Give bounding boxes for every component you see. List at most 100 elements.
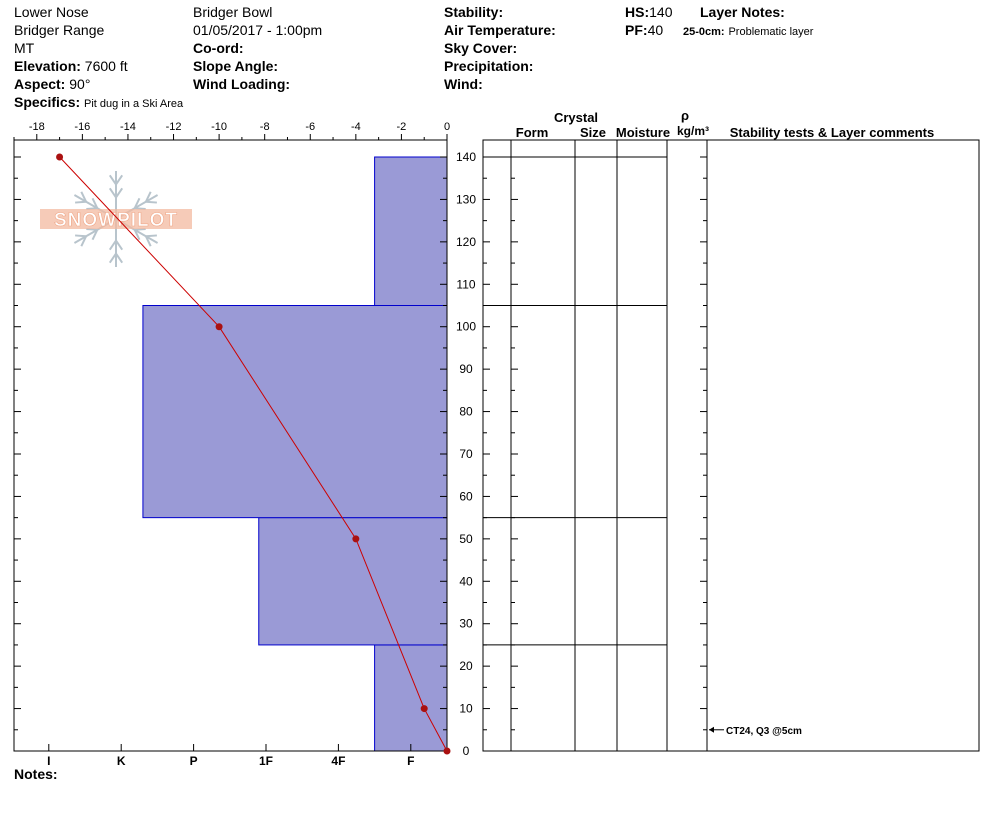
hardness-layer-bar <box>258 517 448 646</box>
flake-branch <box>145 191 152 203</box>
precip-label: Precipitation: <box>444 58 534 74</box>
height-tick-label: 40 <box>459 574 473 588</box>
height-tick-label: 120 <box>456 235 476 249</box>
height-tick-label: 100 <box>456 320 476 334</box>
hs: HS:140 <box>625 3 672 21</box>
flake-branch <box>91 197 99 209</box>
temperature-point <box>420 705 428 713</box>
hardness-label: F <box>407 754 414 768</box>
height-tick-label: 140 <box>456 150 476 164</box>
datetime: 01/05/2017 - 1:00pm <box>193 22 323 38</box>
hs-value: 140 <box>649 4 673 20</box>
layer-notes-label: Layer Notes: <box>700 4 785 20</box>
air-temp-label: Air Temperature: <box>444 22 556 38</box>
hardness-layer-bar <box>374 644 448 752</box>
temperature-point <box>56 153 64 161</box>
height-tick-label: 50 <box>459 532 473 546</box>
aspect: Aspect: 90° <box>14 75 90 93</box>
snowpilot-logo: SNOWPILOT <box>40 171 192 267</box>
hardness-layer-bar <box>142 305 448 519</box>
flake-branch <box>134 207 146 211</box>
arrow-left-icon <box>709 726 714 733</box>
col-stability: Stability tests & Layer comments <box>730 125 934 140</box>
height-tick-label: 60 <box>459 489 473 503</box>
temp-tick-label: -4 <box>351 121 361 133</box>
height-tick-label: 130 <box>456 192 476 206</box>
specifics: Specifics: Pit dug in a Ski Area <box>14 93 183 113</box>
pf: PF:40 <box>625 21 663 39</box>
height-tick-label: 80 <box>459 405 473 419</box>
flake-branch <box>80 191 87 203</box>
hardness-label: P <box>190 754 198 768</box>
flake-branch <box>91 229 99 241</box>
height-tick-label: 10 <box>459 702 473 716</box>
flake-branch <box>108 252 117 264</box>
temp-tick-label: -8 <box>260 121 270 133</box>
flake-branch <box>108 240 117 251</box>
height-tick-label: 0 <box>463 744 470 758</box>
hardness-label: I <box>47 754 50 768</box>
layer-note: 25-0cm: Problematic layer <box>683 21 813 41</box>
layer-note-depth: 25-0cm: <box>683 26 725 38</box>
state: MT <box>14 40 35 56</box>
height-tick-label: 20 <box>459 659 473 673</box>
slope-label: Slope Angle: <box>193 58 279 74</box>
flake-branch <box>108 187 117 198</box>
elevation-value: 7600 ft <box>84 58 128 74</box>
col-rho: ρ <box>681 108 689 123</box>
temp-tick-label: -18 <box>29 121 45 133</box>
flake-branch <box>134 227 146 231</box>
flake-branch <box>133 229 141 241</box>
logo-text: SNOWPILOT <box>54 210 178 231</box>
hardness-label: 4F <box>331 754 345 768</box>
temperature-point <box>352 535 360 543</box>
flake-branch <box>145 234 157 238</box>
flake-branch <box>86 207 98 211</box>
stability-test-label: CT24, Q3 @5cm <box>726 726 802 737</box>
wind-loading-label: Wind Loading: <box>193 76 291 92</box>
temp-tick-label: -16 <box>74 121 90 133</box>
hs-label: HS: <box>625 4 650 20</box>
hardness-label: K <box>117 754 126 768</box>
temperature-point <box>215 323 223 331</box>
area: Bridger Bowl <box>193 4 273 20</box>
sky-cover-label: Sky Cover: <box>444 40 518 56</box>
pf-value: 40 <box>647 22 664 38</box>
table-frame <box>482 139 980 752</box>
temp-tick-label: -14 <box>120 121 136 133</box>
range: Bridger Range <box>14 22 105 38</box>
aspect-value: 90° <box>69 76 91 92</box>
temp-tick-label: -2 <box>397 121 407 133</box>
flake-branch <box>115 187 124 198</box>
flake-branch <box>86 227 98 231</box>
height-tick-label: 110 <box>456 277 475 291</box>
aspect-label: Aspect: <box>14 76 66 92</box>
flake-branch <box>115 240 124 251</box>
height-tick-label: 30 <box>459 617 473 631</box>
specifics-label: Specifics: <box>14 94 81 110</box>
col-density-unit: kg/m³ <box>677 124 709 138</box>
wind-label: Wind: <box>444 76 483 92</box>
height-tick-label: 70 <box>459 447 473 461</box>
flake-branch <box>80 235 87 247</box>
flake-branch <box>108 174 117 186</box>
layer-note-text: Problematic layer <box>728 26 814 38</box>
flake-branch <box>115 252 124 264</box>
profile-frame <box>13 139 448 752</box>
notes-label: Notes: <box>14 766 58 782</box>
temperature-point <box>443 747 451 755</box>
flake-branch <box>75 200 87 204</box>
flake-branch <box>145 235 152 247</box>
col-moisture: Moisture <box>616 125 670 140</box>
flake-branch <box>75 234 87 238</box>
stability-label: Stability: <box>444 4 504 20</box>
temp-tick-label: -6 <box>305 121 315 133</box>
temp-tick-label: -12 <box>166 121 182 133</box>
pf-label: PF: <box>625 22 648 38</box>
flake-branch <box>115 174 124 186</box>
height-tick-label: 90 <box>459 362 473 376</box>
col-form: Form <box>516 125 549 140</box>
hardness-layer-bar <box>374 156 448 306</box>
logo-band <box>40 209 192 229</box>
